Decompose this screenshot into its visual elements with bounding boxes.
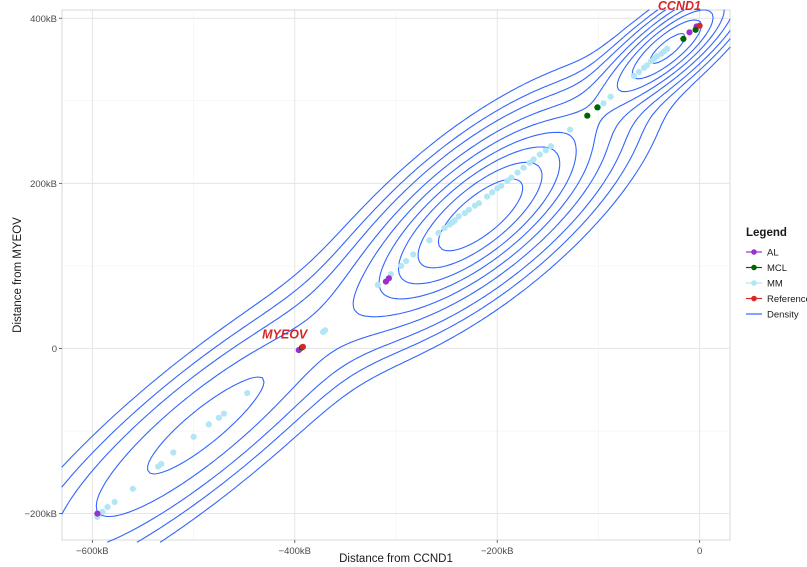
point-mm bbox=[435, 229, 442, 236]
point-mm bbox=[475, 200, 483, 207]
point-reference bbox=[299, 343, 306, 350]
point-reference bbox=[696, 22, 703, 29]
point-mm bbox=[398, 262, 405, 269]
point-mm bbox=[220, 410, 227, 417]
point-mcl bbox=[680, 35, 687, 43]
point-mm bbox=[410, 251, 417, 258]
density-contour-6 bbox=[378, 9, 714, 300]
y-axis-title: Distance from MYEOV bbox=[12, 217, 24, 333]
point-mm bbox=[374, 281, 381, 288]
legend-label-density: Density bbox=[767, 310, 799, 321]
x-axis-title: Distance from CCND1 bbox=[339, 553, 453, 565]
density-contour-8 bbox=[417, 32, 686, 269]
point-al bbox=[686, 29, 693, 36]
y-tick-label: −200kB bbox=[25, 509, 58, 520]
point-mm bbox=[530, 156, 537, 163]
density-contour-2 bbox=[61, 9, 731, 543]
point-mm bbox=[129, 485, 136, 492]
point-mm bbox=[244, 390, 251, 397]
x-tick-label: −200kB bbox=[481, 546, 514, 557]
point-mm bbox=[111, 498, 118, 506]
point-mm bbox=[484, 193, 491, 200]
point-mm bbox=[498, 182, 505, 189]
x-tick-label: −400kB bbox=[279, 546, 312, 557]
legend-entries: AL MCL MM Reference Density bbox=[746, 248, 807, 321]
point-mm bbox=[104, 503, 111, 511]
y-tick-label: 200kB bbox=[30, 179, 57, 190]
point-al bbox=[94, 510, 101, 517]
point-mm bbox=[190, 433, 197, 440]
point-mcl bbox=[594, 104, 601, 111]
point-mm bbox=[607, 93, 614, 100]
x-axis-ticks: −600kB −400kB −200kB 0 bbox=[76, 540, 702, 557]
point-mm bbox=[170, 449, 177, 456]
legend-key-point-al bbox=[751, 249, 757, 255]
point-mm bbox=[215, 414, 222, 421]
point-mm bbox=[441, 224, 448, 231]
y-tick-label: 0 bbox=[52, 344, 57, 355]
density-contour-4 bbox=[95, 9, 731, 518]
point-mm bbox=[465, 206, 472, 213]
legend-key-point-mcl bbox=[751, 264, 757, 271]
legend-label-mm: MM bbox=[767, 279, 783, 290]
point-mm bbox=[158, 460, 165, 468]
point-mm bbox=[547, 143, 555, 150]
point-mm bbox=[403, 257, 410, 265]
legend-label-mcl: MCL bbox=[767, 263, 787, 274]
point-mm bbox=[451, 217, 458, 224]
legend-key-point-reference bbox=[751, 295, 757, 302]
point-mm bbox=[600, 100, 607, 107]
scatter-points bbox=[94, 22, 703, 521]
legend-key-point-mm bbox=[751, 280, 757, 286]
density-contour-1 bbox=[61, 9, 731, 543]
x-tick-label: −600kB bbox=[76, 546, 109, 557]
annotation-ccnd1: CCND1 bbox=[658, 0, 701, 13]
density-contour-5 bbox=[147, 9, 725, 475]
point-mm bbox=[542, 147, 549, 154]
point-mm bbox=[489, 189, 496, 196]
point-mm bbox=[99, 508, 106, 515]
point-mm bbox=[426, 237, 433, 244]
point-mm bbox=[664, 45, 671, 52]
density-contour-3 bbox=[61, 9, 731, 543]
legend-label-al: AL bbox=[767, 248, 779, 259]
annotation-myeov: MYEOV bbox=[262, 328, 309, 342]
density-contour-7 bbox=[397, 19, 703, 285]
legend: Legend AL MCL MM Reference Density bbox=[746, 227, 807, 321]
legend-label-reference: Reference bbox=[767, 294, 807, 305]
point-mm bbox=[643, 62, 651, 69]
x-tick-label: 0 bbox=[697, 546, 702, 557]
point-mm bbox=[205, 421, 212, 428]
point-mm bbox=[520, 164, 527, 171]
point-mm bbox=[514, 169, 521, 176]
density-contour-9 bbox=[437, 178, 524, 252]
point-mm bbox=[455, 213, 462, 220]
density-contours bbox=[61, 9, 731, 543]
point-mm bbox=[630, 72, 637, 80]
point-mm bbox=[536, 151, 543, 158]
y-tick-label: 400kB bbox=[30, 14, 57, 25]
point-mm bbox=[635, 68, 643, 75]
point-mm bbox=[567, 126, 574, 133]
point-mcl bbox=[584, 112, 591, 119]
point-mm bbox=[322, 327, 329, 334]
point-mcl bbox=[692, 26, 699, 33]
legend-title: Legend bbox=[746, 227, 787, 239]
point-al bbox=[385, 275, 392, 282]
point-mm bbox=[508, 174, 515, 181]
y-axis-ticks: −200kB 0 200kB 400kB bbox=[25, 14, 62, 520]
